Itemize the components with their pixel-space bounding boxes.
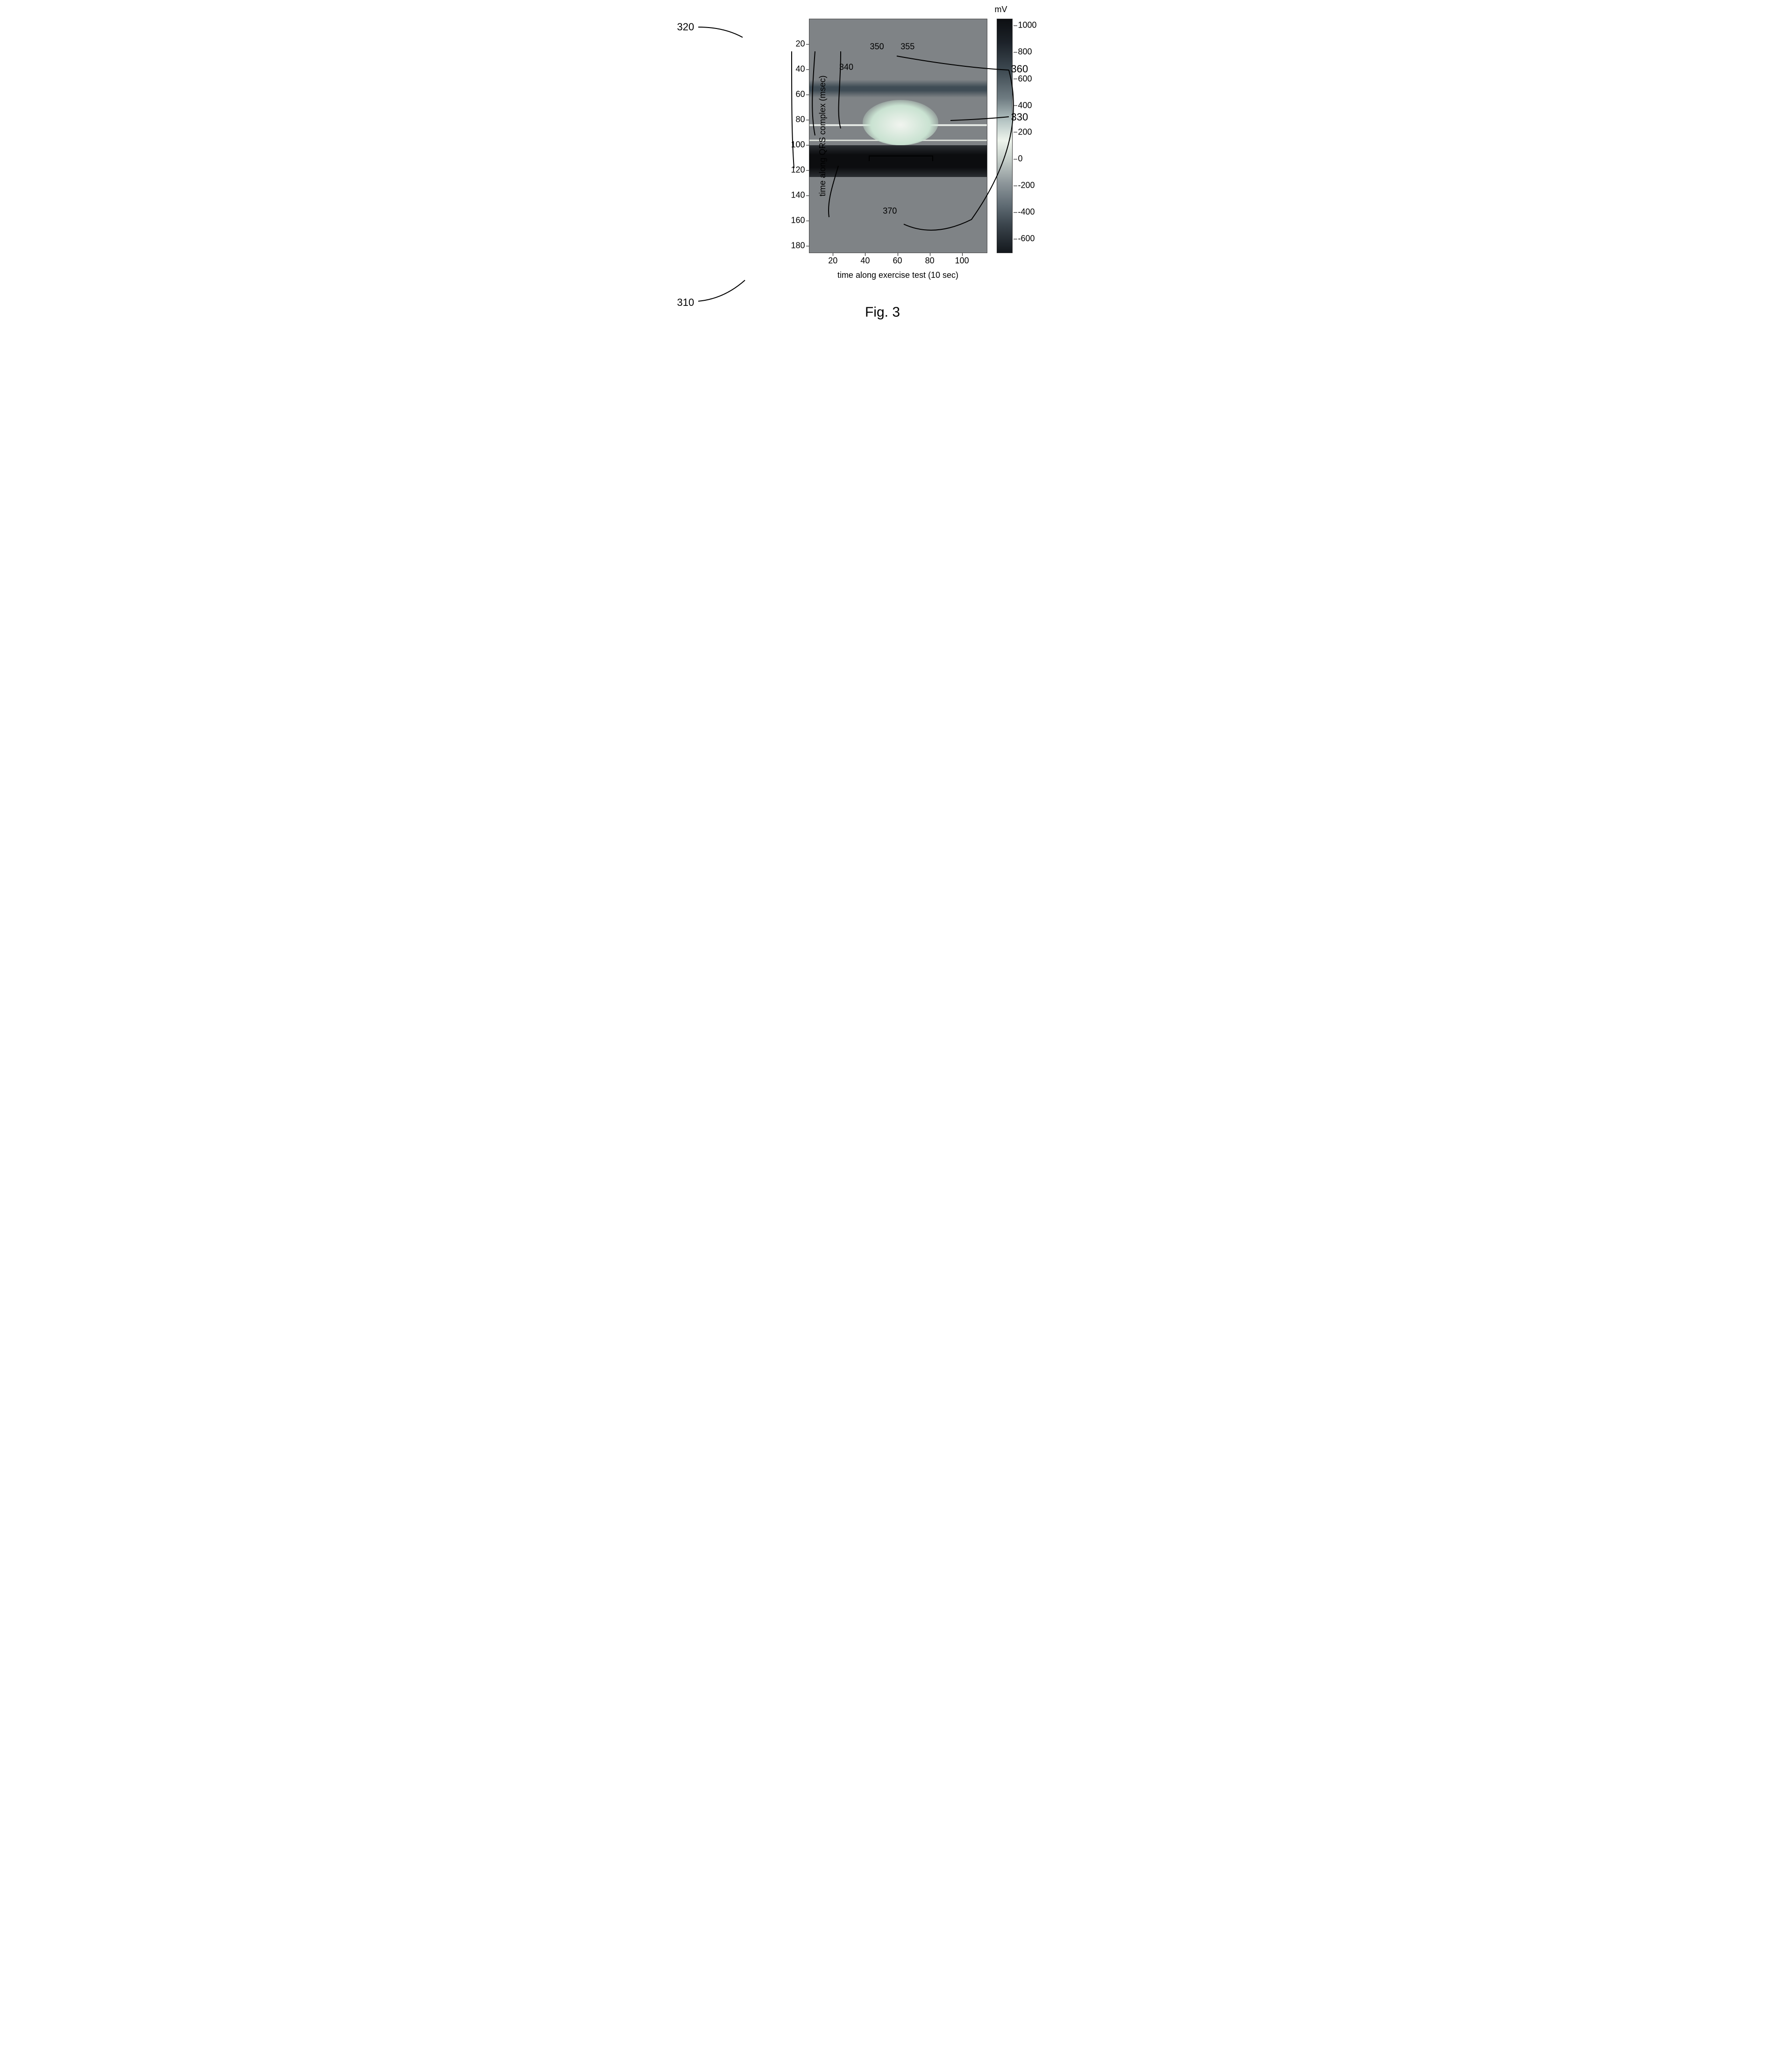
y-tick: 20: [795, 39, 805, 49]
annotation-370: 370: [883, 206, 897, 216]
y-tick: 180: [791, 241, 805, 251]
heatmap-container: 340350355370 20406080100120140160180 tim…: [809, 19, 987, 253]
x-axis-label: time along exercise test (10 sec): [837, 270, 958, 280]
colorbar: [997, 19, 1013, 253]
y-axis: 20 40 60 80 100 120 140 160 180: [783, 19, 809, 253]
heatmap-upper-band: [809, 80, 987, 98]
annotation-355: 355: [900, 42, 914, 52]
colorbar-tick: 1000: [1018, 21, 1037, 30]
colorbar-tick: 800: [1018, 47, 1032, 57]
y-tick: 80: [795, 115, 805, 125]
heatmap: 340 350 355 370: [809, 19, 987, 253]
heatmap-bracket: [869, 156, 933, 161]
y-axis-label: time along QRS complex (msec): [818, 75, 828, 196]
figure-3: 340 350 355 370 20 40 60 80 100 120 140 160 180 tim…: [673, 19, 1093, 320]
x-tick: 60: [893, 256, 902, 266]
y-tick: 140: [791, 191, 805, 200]
x-tick: 80: [925, 256, 935, 266]
plot-area: 340 350 355 370 20 40 60 80 100 120 140 160 180 tim…: [673, 19, 1093, 253]
x-tick: 40: [860, 256, 870, 266]
heatmap-dark-band: [809, 145, 987, 177]
colorbar-tick: -600: [1018, 234, 1035, 244]
x-tick: 100: [955, 256, 969, 266]
figure-caption: Fig. 3: [673, 304, 1093, 320]
colorbar-tick: -200: [1018, 181, 1035, 191]
y-tick: 160: [791, 216, 805, 226]
x-tick: 20: [828, 256, 837, 266]
y-tick: 100: [791, 140, 805, 150]
annotation-340: 340: [839, 62, 853, 72]
colorbar-ticks: 1000 800 600 400 200 0 -200 -400 -600: [1014, 19, 1046, 253]
heatmap-bright-region: [863, 100, 938, 145]
colorbar-title: mV: [995, 5, 1007, 14]
colorbar-tick: 0: [1018, 154, 1023, 164]
y-tick: 120: [791, 165, 805, 175]
colorbar-tick: 600: [1018, 74, 1032, 84]
y-tick: 40: [795, 64, 805, 74]
colorbar-container: mV 10008006004002000-200-400-600: [997, 19, 1013, 253]
y-tick: 60: [795, 90, 805, 99]
colorbar-tick: -400: [1018, 207, 1035, 217]
colorbar-tick: 200: [1018, 127, 1032, 137]
colorbar-tick: 400: [1018, 100, 1032, 110]
annotation-350: 350: [870, 42, 884, 52]
